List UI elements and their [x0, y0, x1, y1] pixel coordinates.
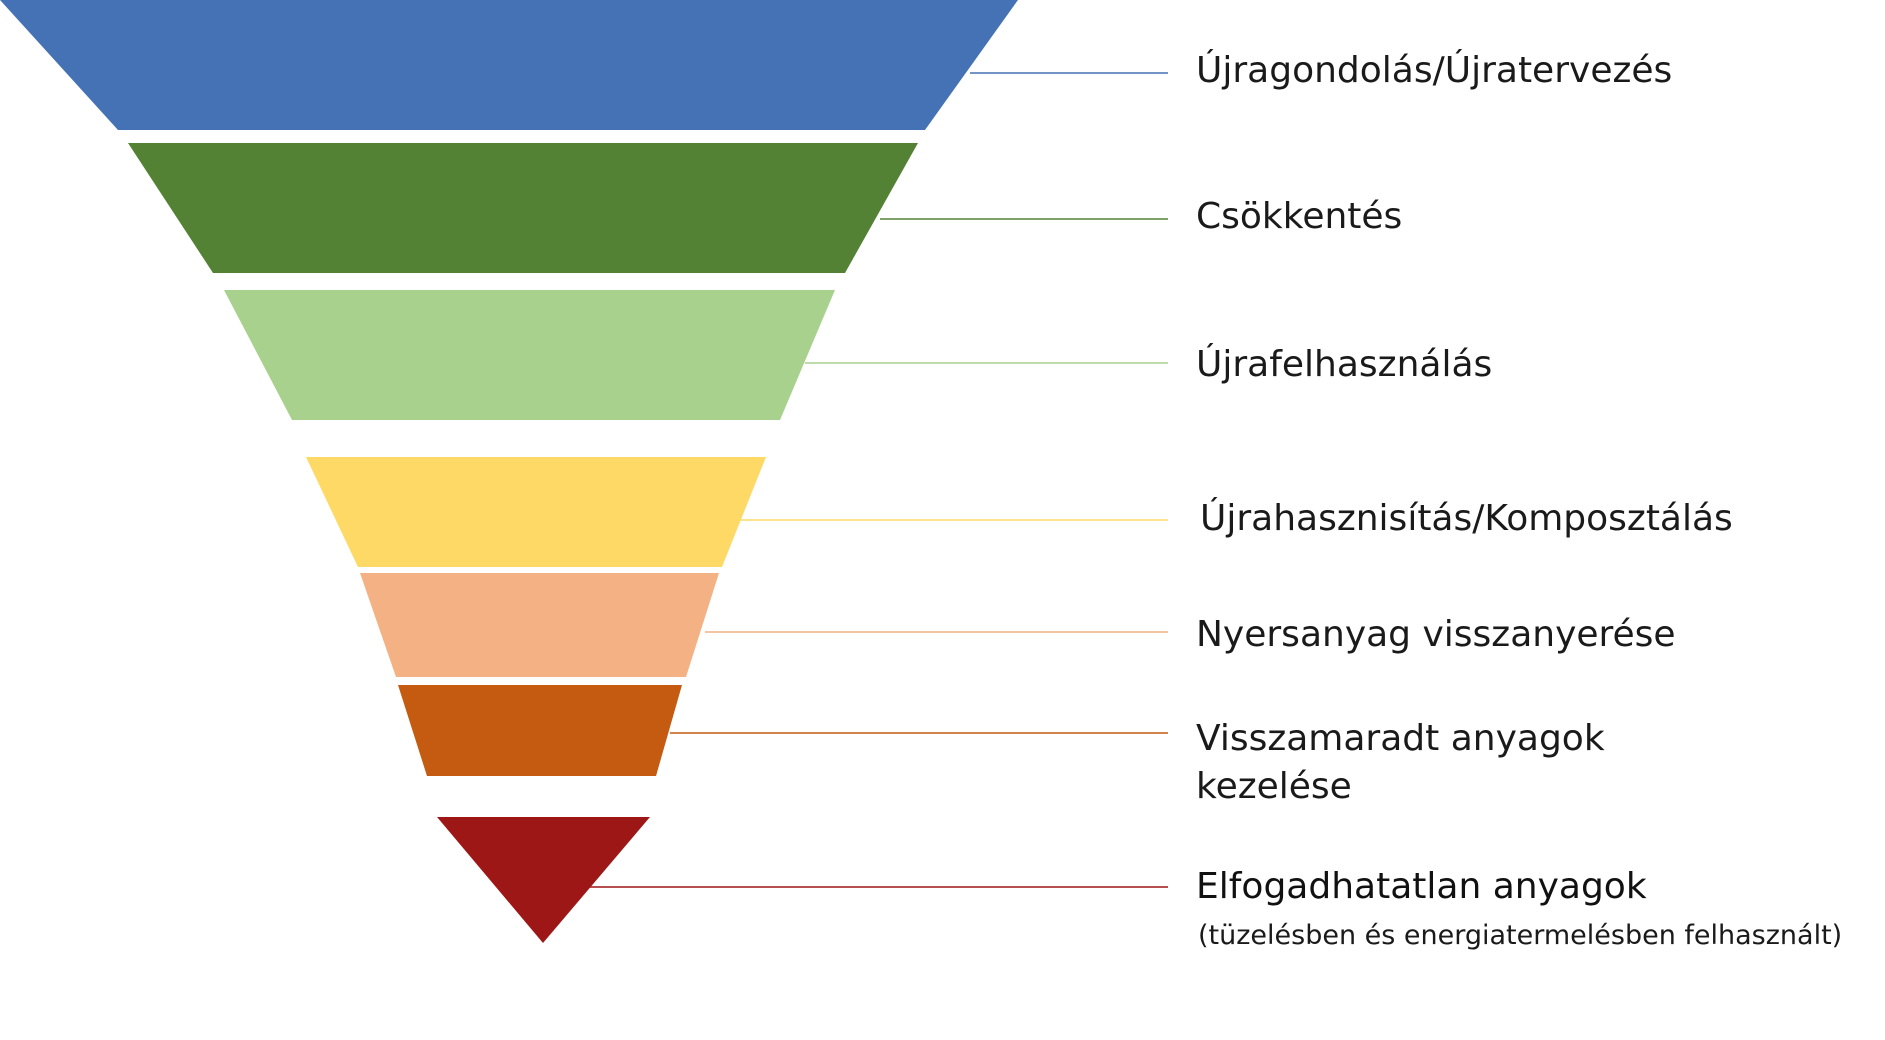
level-recycle-shape [306, 457, 766, 567]
level-reduce-shape [128, 143, 918, 273]
level-recycle-label: Újrahasznisítás/Komposztálás [1200, 498, 1733, 539]
level-rethink-label: Újragondolás/Újratervezés [1196, 50, 1673, 91]
level-unacceptable-sublabel: (tüzelésben és energiatermelésben felhas… [1198, 920, 1843, 951]
level-unacceptable-label: Elfogadhatatlan anyagok [1196, 866, 1647, 907]
level-rethink-shape [0, 0, 1018, 130]
level-reuse-label: Újrafelhasználás [1196, 344, 1493, 385]
level-reduce-label: Csökkentés [1196, 196, 1403, 237]
level-unacceptable-shape [437, 817, 650, 943]
level-residual-label-line1: Visszamaradt anyagok [1196, 718, 1605, 759]
level-residual-label-line2: kezelése [1196, 766, 1352, 807]
level-reuse-shape [224, 290, 835, 420]
level-recover-shape [360, 573, 719, 677]
level-residual-shape [398, 685, 682, 776]
level-recover-label: Nyersanyag visszanyerése [1196, 614, 1676, 655]
